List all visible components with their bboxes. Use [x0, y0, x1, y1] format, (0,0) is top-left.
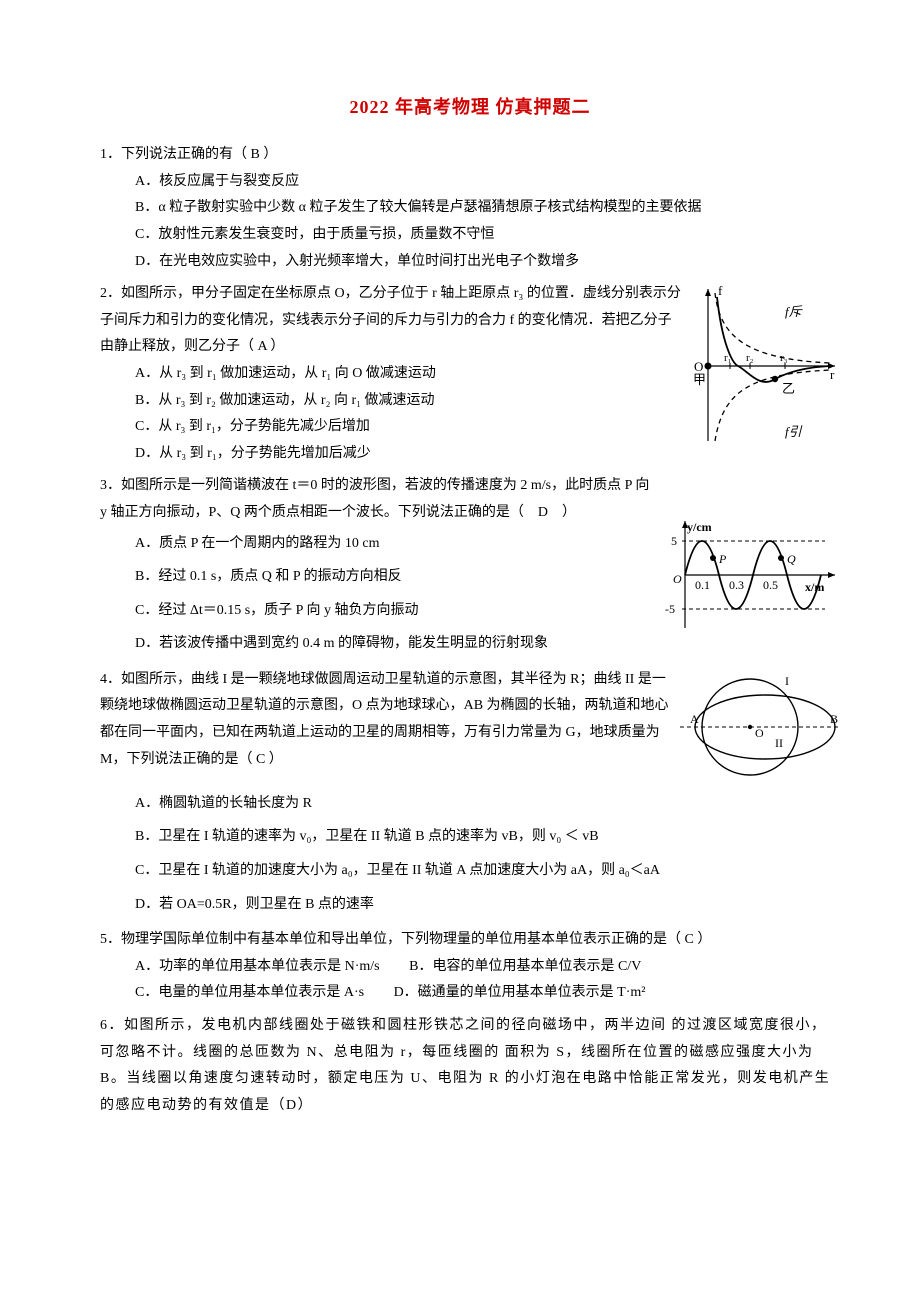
q5-opt-c: C．电量的单位用基本单位表示是 A·s: [135, 980, 364, 1007]
q6-stem: 6．如图所示，发电机内部线圈处于磁铁和圆柱形铁芯之间的径向磁场中，两半边间 的过…: [100, 1013, 840, 1119]
q1-opt-d: D．在光电效应实验中，入射光频率增大，单位时间打出光电子个数增多: [135, 249, 840, 276]
q3-x1: 0.1: [695, 578, 710, 592]
q3-P: P: [718, 552, 727, 566]
q3-y5: 5: [671, 534, 677, 548]
question-6: 6．如图所示，发电机内部线圈处于磁铁和圆柱形铁芯之间的径向磁场中，两半边间 的过…: [100, 1013, 840, 1119]
q4-O: O: [755, 726, 764, 740]
q5-stem: 5．物理学国际单位制中有基本单位和导出单位，下列物理量的单位用基本单位表示正确的…: [100, 927, 840, 954]
q2-label-yi: 乙: [782, 381, 795, 396]
question-2: 2．如图所示，甲分子固定在坐标原点 O，乙分子位于 r 轴上距原点 r₃ 的位置…: [100, 281, 840, 467]
q3-opt-a: A．质点 P 在一个周期内的路程为 10 cm: [135, 527, 659, 561]
q5-opt-b: B．电容的单位用基本单位表示是 C/V: [409, 954, 641, 981]
q4-I: I: [785, 674, 789, 688]
q2-r1: r₁: [724, 352, 732, 364]
q2-opt-d: D．从 r₃ 到 r₁，分子势能先增加后减少: [135, 441, 684, 468]
q2-label-fchi: f斥: [785, 304, 804, 319]
q2-r2: r₂: [746, 352, 754, 364]
q3-Q: Q: [787, 552, 796, 566]
q4-opt-c: C．卫星在 I 轨道的加速度大小为 a₀，卫星在 II 轨道 A 点加速度大小为…: [135, 854, 840, 888]
question-4: 4．如图所示，曲线 I 是一颗绕地球做圆周运动卫星轨道的示意图，其半径为 R；曲…: [100, 667, 840, 921]
q4-opt-d: D．若 OA=0.5R，则卫星在 B 点的速率: [135, 888, 840, 922]
q3-x2: 0.3: [729, 578, 744, 592]
q2-opt-b: B．从 r₃ 到 r₂ 做加速运动，从 r₂ 向 r₁ 做减速运动: [135, 388, 684, 415]
q4-opt-b: B．卫星在 I 轨道的速率为 v₀，卫星在 II 轨道 B 点的速率为 vB，则…: [135, 820, 840, 854]
q2-opt-a: A．从 r₃ 到 r₁ 做加速运动，从 r₁ 向 O 做减速运动: [135, 361, 684, 388]
question-1: 1．下列说法正确的有（ B ） A．核反应属于与裂变反应 B．α 粒子散射实验中…: [100, 142, 840, 275]
q1-opt-c: C．放射性元素发生衰变时，由于质量亏损，质量数不守恒: [135, 222, 840, 249]
q2-figure: f r O 甲 乙 f斥 f引 r₁ r₂ r₃: [690, 281, 840, 451]
q3-xlabel: x/m: [805, 580, 824, 594]
q2-label-r: r: [830, 367, 835, 382]
q4-opt-a: A．椭圆轨道的长轴长度为 R: [135, 787, 840, 821]
q3-ylabel: y/cm: [687, 520, 712, 534]
q4-A: A: [690, 712, 699, 726]
q4-II: II: [775, 736, 783, 750]
q1-opt-a: A．核反应属于与裂变反应: [135, 169, 840, 196]
q5-opt-a: A．功率的单位用基本单位表示是 N·m/s: [135, 954, 380, 981]
question-5: 5．物理学国际单位制中有基本单位和导出单位，下列物理量的单位用基本单位表示正确的…: [100, 927, 840, 1007]
q3-opt-b: B．经过 0.1 s，质点 Q 和 P 的振动方向相反: [135, 560, 659, 594]
q1-stem: 1．下列说法正确的有（ B ）: [100, 142, 840, 169]
page-title: 2022 年高考物理 仿真押题二: [100, 90, 840, 124]
q4-figure: O A B I II: [680, 667, 840, 787]
q2-label-fyin: f引: [785, 424, 803, 439]
q2-label-f: f: [718, 283, 723, 298]
q1-opt-b: B．α 粒子散射实验中少数 α 粒子发生了较大偏转是卢瑟福猜想原子核式结构模型的…: [135, 195, 840, 222]
q3-yn5: -5: [665, 602, 675, 616]
question-3: 3．如图所示是一列简谐横波在 t＝0 时的波形图，若波的传播速度为 2 m/s，…: [100, 473, 840, 661]
q3-x3: 0.5: [763, 578, 778, 592]
q5-opt-d: D．磁通量的单位用基本单位表示是 T·m²: [394, 980, 646, 1007]
q2-stem: 2．如图所示，甲分子固定在坐标原点 O，乙分子位于 r 轴上距原点 r₃ 的位置…: [100, 281, 684, 361]
q3-opt-d: D．若该波传播中遇到宽约 0.4 m 的障碍物，能发生明显的衍射现象: [135, 627, 659, 661]
q4-B: B: [830, 712, 838, 726]
q3-O: O: [673, 572, 682, 586]
q3-figure: P Q 5 -5 O y/cm x/m 0.1 0.3 0.5: [665, 513, 840, 638]
q4-stem: 4．如图所示，曲线 I 是一颗绕地球做圆周运动卫星轨道的示意图，其半径为 R；曲…: [100, 667, 674, 773]
q3-opt-c: C．经过 Δt＝0.15 s，质子 P 向 y 轴负方向振动: [135, 594, 659, 628]
q2-opt-c: C．从 r₃ 到 r₁，分子势能先减少后增加: [135, 414, 684, 441]
q2-label-jia: 甲: [693, 372, 706, 387]
q2-r3: r₃: [780, 352, 788, 364]
q3-stem: 3．如图所示是一列简谐横波在 t＝0 时的波形图，若波的传播速度为 2 m/s，…: [100, 473, 659, 526]
